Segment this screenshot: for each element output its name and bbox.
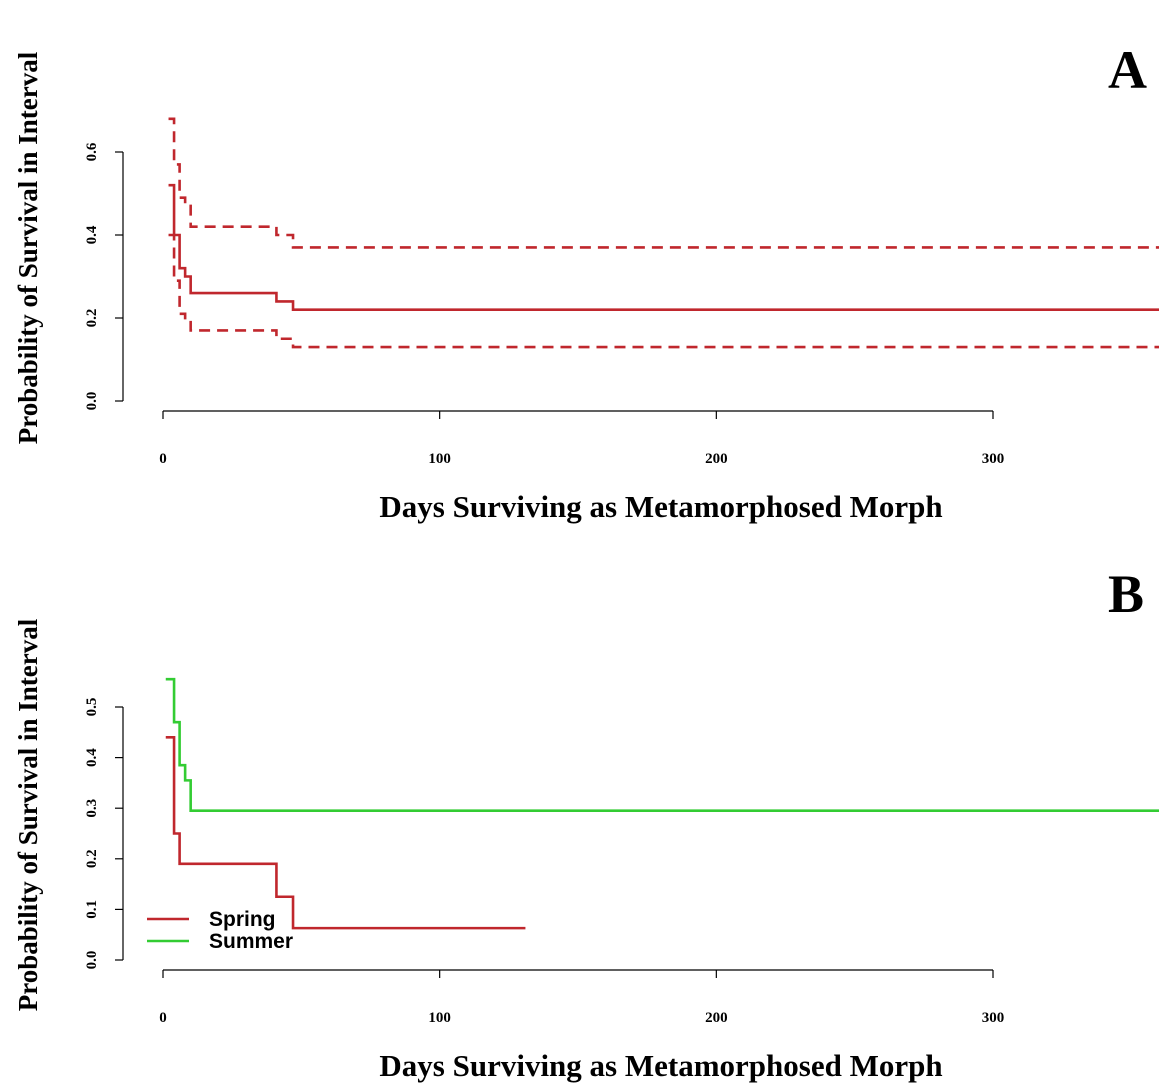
panel-a-x-tick-label: 200 [705, 451, 728, 467]
panel-a-x-axis-label: Days Surviving as Metamorphosed Morph [379, 489, 942, 524]
panel-b-y-tick-label: 0.1 [84, 900, 100, 919]
panel-b-y-tick-label: 0.5 [84, 698, 100, 717]
panel-a-series-upper-ci [168, 117, 1159, 249]
panel-a-y-tick-label: 0.2 [84, 309, 100, 328]
panel-a-label: A [1108, 40, 1147, 100]
panel-a-x-tick-label: 0 [159, 451, 167, 467]
panel-a-series-lower-ci [168, 233, 1159, 349]
panel-a: A Probability of Survival in Interval Da… [13, 40, 1159, 524]
panel-b-y-tick-label: 0.2 [84, 849, 100, 868]
panel-a-x-tick-label: 100 [428, 451, 451, 467]
panel-b-series-summer [165, 677, 1159, 813]
panel-b-axes: 0 100 200 300 0.0 0.1 0.2 0.3 0.4 0.5 [84, 698, 1004, 1026]
panel-b-x-axis-label: Days Surviving as Metamorphosed Morph [379, 1048, 942, 1083]
panel-b-x-tick-label: 300 [982, 1010, 1005, 1026]
panel-a-axes: 0 100 200 300 0.0 0.2 0.4 0.6 [84, 142, 1004, 467]
panel-b-y-tick-label: 0.3 [84, 799, 100, 818]
panel-b-y-tick-label: 0.0 [84, 951, 100, 970]
panel-b-series [165, 677, 1159, 930]
panel-b-series-spring [165, 736, 526, 930]
panel-b-x-tick-label: 200 [705, 1010, 728, 1026]
panel-a-y-axis-label: Probability of Survival in Interval [13, 51, 43, 444]
panel-b-x-tick-label: 100 [428, 1010, 451, 1026]
panel-b: B Probability of Survival in Interval Da… [13, 564, 1159, 1083]
panel-b-y-tick-label: 0.4 [84, 748, 100, 767]
panel-a-x-tick-label: 300 [982, 451, 1005, 467]
legend-label-summer: Summer [209, 930, 293, 953]
panel-b-y-axis-label: Probability of Survival in Interval [13, 618, 43, 1011]
panel-a-series [168, 117, 1159, 349]
panel-b-x-tick-label: 0 [159, 1010, 167, 1026]
panel-b-label: B [1108, 564, 1144, 624]
panel-a-y-tick-label: 0.0 [84, 392, 100, 411]
legend-label-spring: Spring [209, 908, 276, 931]
panel-a-y-tick-label: 0.6 [84, 142, 100, 161]
panel-a-y-tick-label: 0.4 [84, 225, 100, 244]
